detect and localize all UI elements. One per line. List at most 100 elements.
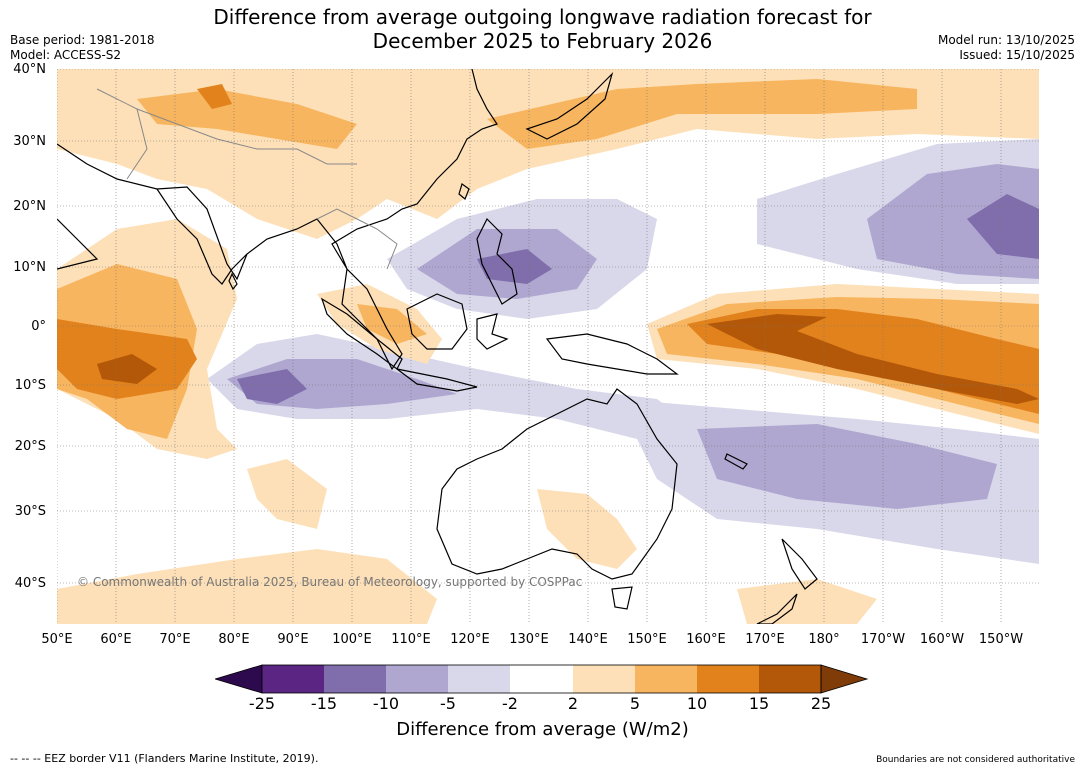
colorbar-segment [448, 665, 510, 693]
lon-label-120e: 120°E [450, 632, 490, 647]
lat-label-30n: 30°N [13, 134, 46, 149]
colorbar-segment [510, 665, 573, 693]
copyright-notice: © Commonwealth of Australia 2025, Bureau… [77, 575, 583, 589]
map-svg [57, 69, 1039, 624]
colorbar-segment [759, 665, 821, 693]
coastline-borneo [406, 293, 468, 350]
colorbar-segment [573, 665, 635, 693]
negative-anomaly-indian-ocean-core [237, 369, 307, 404]
boundary-disclaimer: Boundaries are not considered authoritat… [876, 755, 1075, 765]
positive-anomaly-south-indian [57, 549, 437, 624]
lat-label-40s: 40°S [14, 576, 46, 591]
lon-label-170w: 170°W [860, 632, 906, 647]
positive-anomaly-south-west [247, 459, 327, 529]
coastline-sri-lanka [228, 272, 238, 291]
colorbar-tick: -10 [372, 694, 400, 713]
issued-date: Issued: 15/10/2025 [959, 48, 1075, 62]
lat-label-40n: 40°N [13, 62, 46, 77]
positive-anomaly-australia [537, 489, 637, 569]
lon-label-70e: 70°E [159, 632, 191, 647]
border-central-asia [96, 88, 148, 180]
lat-label-10n: 10°N [13, 260, 46, 275]
meta-right: Model run: 13/10/2025 Issued: 15/10/2025 [938, 33, 1075, 63]
lon-label-60e: 60°E [100, 632, 132, 647]
positive-anomaly-indonesia-core [357, 304, 427, 344]
colorbar-tick: 10 [686, 694, 708, 713]
coastline-tasmania [611, 586, 633, 610]
negative-anomaly-pacific-north-core [967, 194, 1039, 259]
map-title: Difference from average outgoing longwav… [0, 5, 1085, 53]
positive-anomaly-tasman [737, 579, 877, 624]
coastline-india [156, 188, 248, 285]
colorbar-segment [324, 665, 386, 693]
positive-anomaly-himalaya [197, 84, 232, 109]
negative-anomaly-south-pacific-mid [697, 424, 997, 509]
colorbar-tick: 15 [748, 694, 770, 713]
model-name: Model: ACCESS-S2 [10, 48, 122, 62]
colorbar-title: Difference from average (W/m2) [396, 719, 689, 740]
lon-label-180: 180° [808, 632, 840, 647]
coastline-australia [436, 388, 678, 580]
colorbar-tick: -15 [310, 694, 338, 713]
lon-label-50e: 50°E [41, 632, 73, 647]
colorbar-segment [635, 665, 697, 693]
positive-anomaly-north-east [487, 79, 917, 149]
coastline-asia-mainland [57, 69, 498, 371]
positive-anomaly-equatorial-pacific-core [707, 314, 1039, 404]
lon-label-170e: 170°E [745, 632, 785, 647]
lon-label-90e: 90°E [277, 632, 309, 647]
coastline-arabia [57, 218, 99, 270]
coastline-new-guinea [545, 333, 679, 375]
colorbar-tick: -5 [440, 694, 456, 713]
model-run: Model run: 13/10/2025 [937, 33, 1075, 47]
lon-label-110e: 110°E [391, 632, 431, 647]
colorbar-extend-low [215, 664, 263, 694]
anomaly-fields [57, 69, 1039, 624]
colorbar-outline [261, 664, 822, 694]
coastline-java [396, 368, 478, 392]
colorbar-segment [386, 665, 448, 693]
colorbar-tick: 25 [810, 694, 832, 713]
base-period: Base period: 1981-2018 [10, 33, 155, 47]
colorbar-tick: 2 [567, 694, 579, 713]
lon-label-160w: 160°W [919, 632, 965, 647]
negative-anomaly-philippines-core [477, 249, 552, 284]
colorbar-segment [697, 665, 759, 693]
positive-anomaly-north-core [137, 89, 357, 149]
title-line-1: Difference from average outgoing longwav… [213, 5, 872, 29]
lat-label-30s: 30°S [14, 504, 46, 519]
meta-left: Base period: 1981-2018 Model: ACCESS-S2 [10, 33, 155, 63]
lat-label-20n: 20°N [13, 199, 46, 214]
lon-label-130e: 130°E [509, 632, 549, 647]
colorbar-tick: -2 [502, 694, 518, 713]
colorbar-tick: 5 [629, 694, 641, 713]
title-line-2: December 2025 to February 2026 [372, 29, 713, 53]
lon-label-150w: 150°W [978, 632, 1024, 647]
eez-legend: -- -- -- EEZ border V11 (Flanders Marine… [10, 752, 319, 765]
country-borders [96, 88, 398, 270]
colorbar-segment [262, 665, 324, 693]
lat-label-equator: 0° [31, 319, 46, 334]
coastlines [57, 69, 818, 624]
map-panel [57, 69, 1039, 624]
border-southeast-asia [316, 208, 398, 270]
coastline-taiwan [458, 183, 470, 200]
coastline-new-caledonia [724, 453, 748, 470]
map-gridlines [57, 69, 1039, 624]
colorbar-extend-high [820, 664, 869, 694]
lon-label-150e: 150°E [627, 632, 667, 647]
border-china-india [136, 108, 357, 165]
lon-label-100e: 100°E [332, 632, 372, 647]
coastline-japan [525, 71, 614, 140]
lat-label-20s: 20°S [14, 439, 46, 454]
positive-anomaly-indian-west-core [97, 354, 157, 384]
colorbar [215, 664, 869, 694]
lon-label-80e: 80°E [218, 632, 250, 647]
lat-label-10s: 10°S [14, 378, 46, 393]
coastline-new-zealand [756, 538, 818, 624]
colorbar-tick: -25 [248, 694, 276, 713]
coastline-philippines [476, 217, 518, 305]
lon-label-140e: 140°E [568, 632, 608, 647]
lon-label-160e: 160°E [686, 632, 726, 647]
coastline-sulawesi [476, 313, 509, 350]
